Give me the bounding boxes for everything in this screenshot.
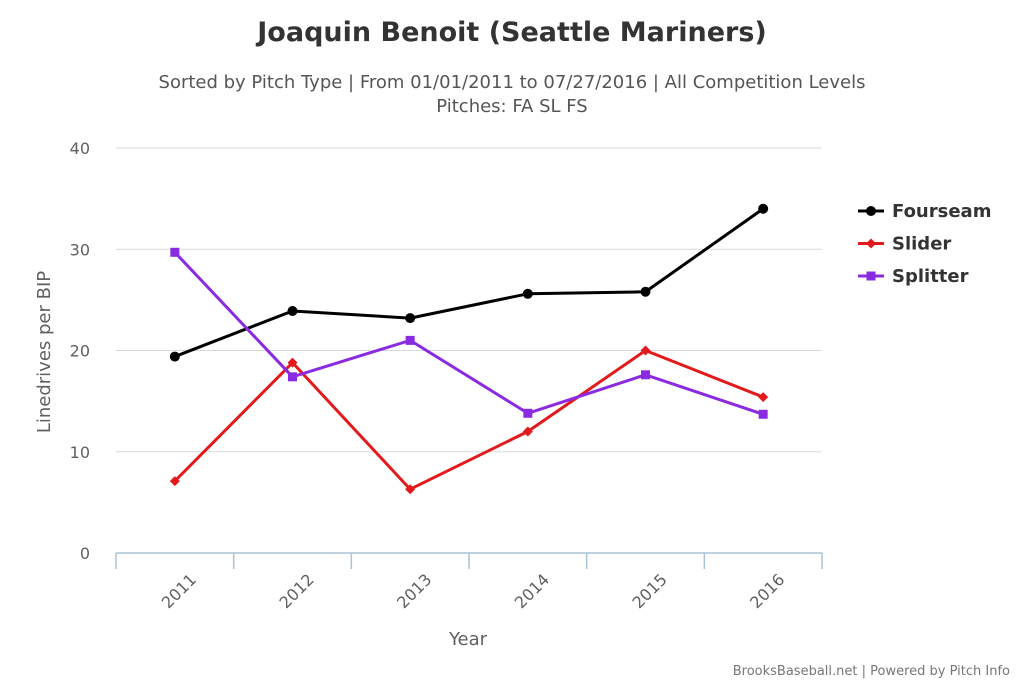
data-point-splitter (758, 409, 768, 419)
legend-item-fourseam[interactable]: Fourseam (858, 201, 991, 222)
series-line-splitter (173, 251, 764, 416)
data-point-splitter (641, 370, 650, 380)
data-point-splitter (170, 247, 180, 257)
y-axis-ticks: 0 10 20 30 40 (70, 139, 90, 563)
grid-lines (116, 147, 822, 453)
legend-item-slider[interactable]: Slider (858, 234, 951, 255)
y-tick-label: 40 (70, 139, 90, 158)
chart-title: Joaquin Benoit (Seattle Mariners) (255, 17, 766, 48)
x-tick-label: 2014 (511, 570, 553, 612)
series-line-fourseam (174, 207, 765, 358)
x-axis (115, 552, 823, 569)
data-point-slider (287, 357, 298, 368)
data-point-fourseam (522, 288, 533, 299)
data-point-slider (522, 426, 533, 437)
chart-subtitle-line-1: Sorted by Pitch Type | From 01/01/2011 t… (159, 72, 866, 93)
legend-item-splitter[interactable]: Splitter (858, 266, 969, 287)
y-tick-label: 30 (70, 240, 90, 259)
chart-credits: BrooksBaseball.net | Powered by Pitch In… (733, 664, 1010, 679)
data-point-fourseam (405, 313, 416, 324)
chart-subtitle-line-2: Pitches: FA SL FS (436, 96, 587, 117)
x-tick-label: 2012 (275, 570, 317, 612)
x-tick-label: 2015 (628, 570, 670, 612)
legend-marker (866, 206, 876, 216)
y-tick-label: 20 (70, 342, 90, 361)
legend: Fourseam Slider Splitter (858, 201, 991, 287)
legend-marker (866, 238, 876, 249)
data-point-slider (405, 484, 416, 495)
data-point-fourseam (169, 351, 180, 362)
data-point-splitter (405, 335, 415, 345)
x-axis-title: Year (448, 629, 488, 650)
data-point-fourseam (287, 306, 298, 317)
data-point-fourseam (758, 203, 769, 214)
x-tick-label: 2013 (393, 570, 435, 612)
legend-marker (866, 271, 876, 281)
data-point-splitter (523, 408, 533, 418)
data-point-slider (640, 345, 651, 356)
x-axis-ticks: 2011 2012 2013 2014 2015 2016 (158, 570, 789, 612)
series-line-slider (173, 349, 764, 491)
data-point-splitter (288, 372, 297, 382)
y-tick-label: 10 (70, 443, 90, 462)
series-lines (169, 203, 769, 495)
series-fourseam (169, 203, 769, 362)
x-tick-label: 2011 (158, 570, 200, 612)
series-splitter (170, 247, 768, 419)
data-point-slider (169, 476, 180, 487)
legend-label: Fourseam (892, 201, 991, 222)
legend-label: Slider (892, 234, 951, 255)
data-point-fourseam (640, 286, 651, 297)
legend-label: Splitter (892, 266, 969, 287)
series-slider (169, 345, 769, 495)
data-point-slider (758, 392, 769, 403)
x-tick-label: 2016 (746, 570, 788, 612)
y-tick-label: 0 (80, 544, 90, 563)
y-axis-title: Linedrives per BIP (34, 271, 55, 433)
